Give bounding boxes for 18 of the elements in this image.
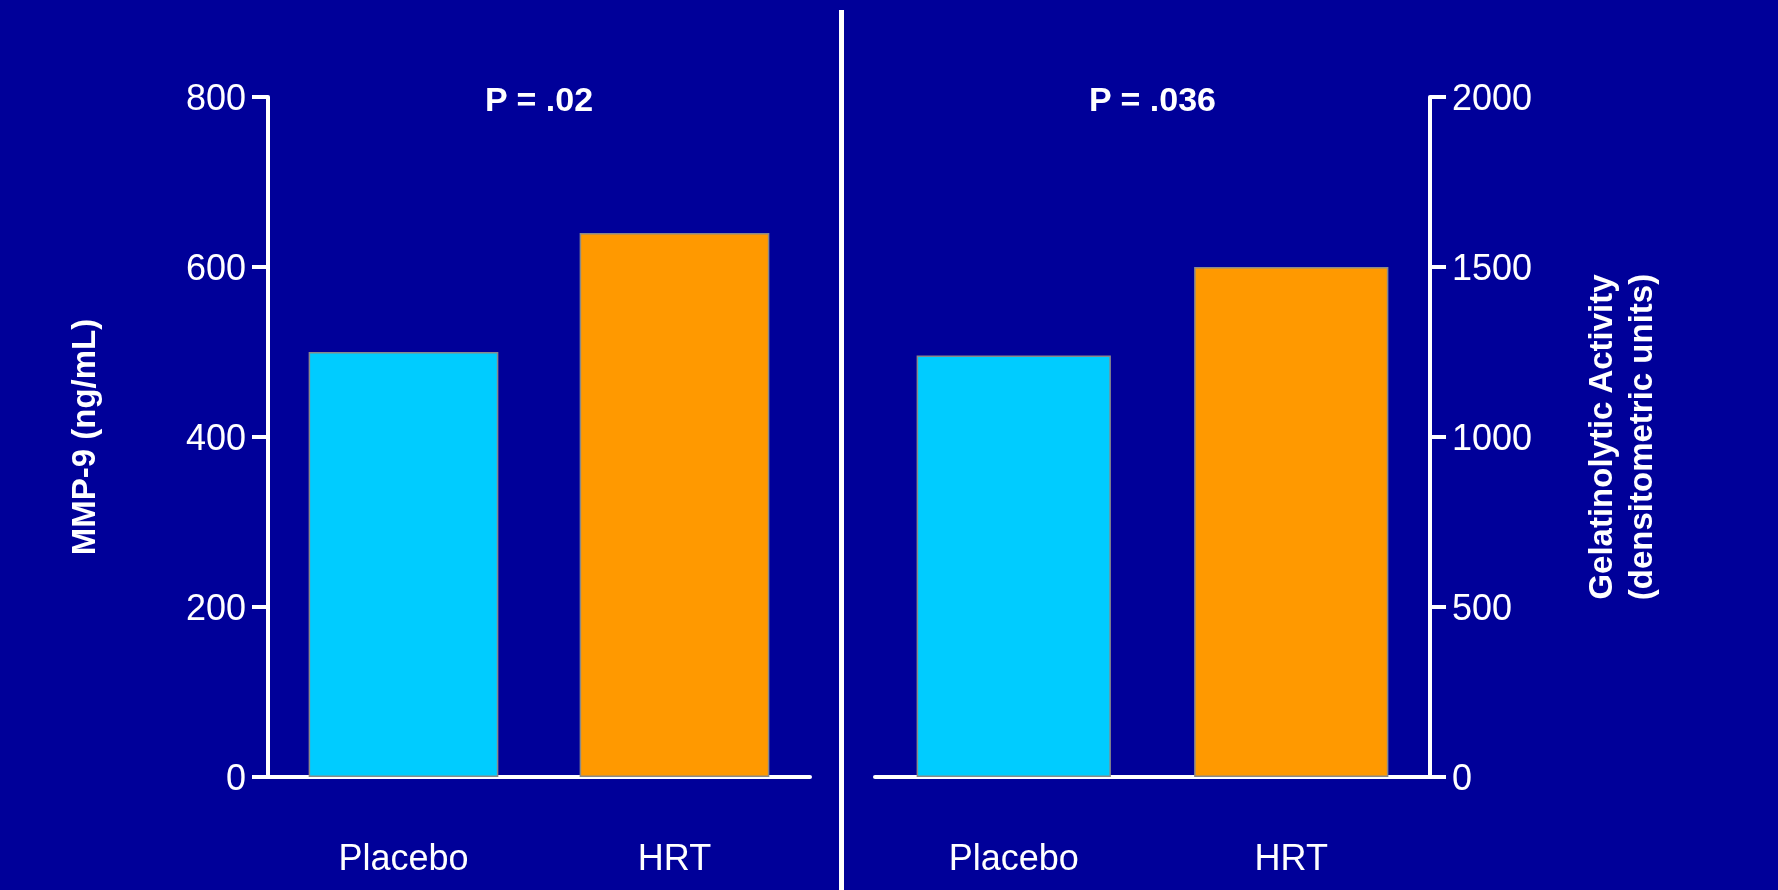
y2-tick-label: 500 — [1452, 586, 1513, 628]
y2-axis-title: Gelatinolytic Activity (densitometric units) — [1581, 273, 1659, 601]
y-tick-label: 800 — [185, 76, 246, 118]
y-tick-label: 400 — [185, 416, 246, 458]
x-tick-label: HRT — [637, 836, 712, 878]
y2-tick-label: 2000 — [1452, 76, 1533, 118]
y-axis-title: MMP-9 (ng/mL) — [64, 318, 102, 556]
x-tick-label: HRT — [1254, 836, 1328, 878]
x-tick-label: Placebo — [338, 836, 469, 878]
annotation: P = .02 — [484, 80, 594, 118]
y-tick-label: 0 — [225, 756, 246, 798]
y2-tick-label: 1000 — [1452, 416, 1533, 458]
y-tick-label: 600 — [185, 246, 246, 288]
annotation: P = .036 — [1089, 80, 1216, 118]
y2-tick-label: 1500 — [1452, 246, 1533, 288]
y-tick-label: 200 — [185, 586, 246, 628]
y2-tick-label: 0 — [1452, 756, 1473, 798]
x-tick-label: Placebo — [948, 836, 1079, 878]
